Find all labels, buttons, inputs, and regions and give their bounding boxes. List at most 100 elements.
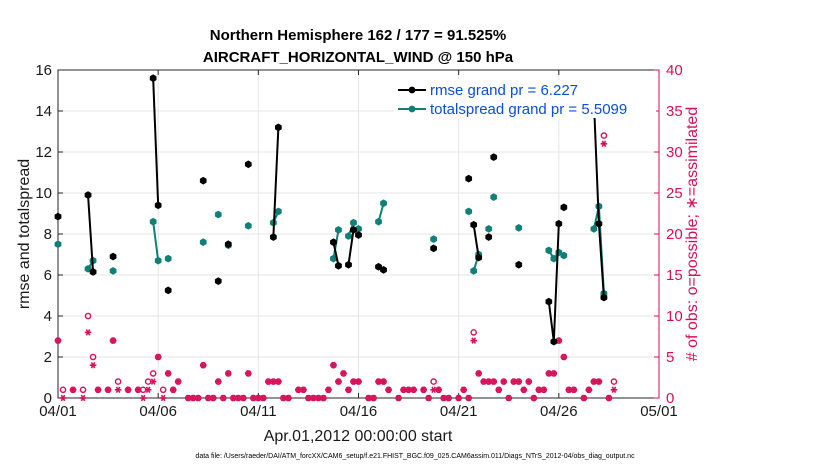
obs-assimilated-marker — [285, 394, 292, 402]
spread-point — [199, 238, 207, 247]
obs-assimilated-stroke — [210, 394, 216, 402]
x-tick-label: 04/21 — [440, 403, 478, 420]
rmse-point — [515, 260, 523, 269]
obs-assimilated-marker — [465, 394, 472, 402]
obs-assimilated-stroke — [341, 370, 346, 377]
obs-assimilated-stroke — [456, 394, 462, 402]
obs-assimilated-marker — [79, 394, 87, 402]
obs-assimilated-marker — [595, 378, 603, 385]
obs-assimilated-marker — [380, 378, 387, 385]
obs-assimilated-stroke — [551, 370, 557, 377]
obs-assimilated-stroke — [606, 394, 612, 402]
obs-assimilated-stroke — [346, 386, 351, 394]
obs-assimilated-marker — [345, 386, 352, 394]
obs-assimilated-stroke — [386, 386, 391, 394]
obs-assimilated-stroke — [170, 386, 176, 394]
obs-assimilated-stroke — [215, 378, 221, 385]
obs-assimilated-marker — [275, 378, 282, 385]
y-right-tick-label: 30 — [666, 144, 683, 161]
obs-assimilated-stroke — [581, 394, 587, 402]
obs-assimilated-marker — [335, 378, 342, 385]
obs-possible-marker — [600, 132, 608, 139]
obs-assimilated-stroke — [356, 378, 361, 385]
obs-assimilated-stroke — [586, 386, 592, 394]
obs-possible-marker — [430, 378, 437, 385]
spread-point — [430, 235, 437, 244]
obs-assimilated-stroke — [250, 394, 256, 402]
obs-possible-marker — [159, 386, 167, 394]
obs-assimilated-stroke — [240, 394, 246, 402]
obs-possible-marker — [470, 329, 477, 336]
rmse-point — [330, 238, 337, 247]
rmse-point — [465, 174, 473, 183]
obs-possible-marker — [114, 378, 122, 385]
obs-assimilated-marker — [325, 386, 332, 394]
obs-assimilated-marker — [214, 378, 222, 385]
rmse-point — [555, 219, 563, 228]
spread-point — [550, 254, 558, 263]
obs-assimilated-stroke — [195, 394, 201, 402]
y-right-tick-label: 0 — [666, 390, 674, 407]
y-tick-label: 6 — [44, 267, 52, 284]
obs-assimilated-stroke — [105, 386, 111, 394]
y-tick-label: 2 — [44, 349, 52, 366]
obs-assimilated-stroke — [366, 394, 371, 402]
rmse-point — [54, 212, 62, 221]
spread-point — [149, 217, 157, 226]
obs-assimilated-stroke — [531, 394, 537, 402]
obs-assimilated-marker — [585, 386, 593, 394]
obs-assimilated-marker — [330, 361, 337, 369]
obs-assimilated-stroke — [296, 386, 301, 394]
obs-assimilated-stroke — [571, 386, 577, 394]
obs-assimilated-stroke — [271, 378, 276, 385]
obs-assimilated-stroke — [526, 378, 532, 385]
spread-point — [154, 256, 162, 265]
rmse-line-segment — [347, 229, 355, 265]
obs-assimilated-stroke — [276, 378, 281, 385]
obs-assimilated-marker — [505, 394, 513, 402]
obs-assimilated-stroke — [406, 386, 411, 394]
obs-assimilated-stroke — [235, 394, 241, 402]
obs-assimilated-marker — [134, 386, 142, 394]
obs-assimilated-marker — [174, 378, 182, 385]
spread-point — [375, 217, 382, 226]
obs-assimilated-stroke — [190, 394, 196, 402]
obs-possible-marker — [84, 312, 92, 320]
rmse-point — [275, 123, 282, 132]
spread-line-segment — [152, 221, 160, 261]
rmse-point — [600, 293, 608, 302]
obs-assimilated-stroke — [481, 378, 487, 385]
rmse-point — [154, 201, 162, 210]
spread-point — [214, 210, 222, 219]
obs-assimilated-stroke — [301, 386, 306, 394]
obs-assimilated-stroke — [476, 370, 482, 377]
spread-point — [350, 218, 357, 227]
x-tick-label: 04/01 — [39, 403, 77, 420]
obs-assimilated-marker — [139, 394, 147, 402]
y-tick-label: 4 — [44, 308, 52, 325]
obs-assimilated-stroke — [471, 337, 477, 344]
obs-assimilated-stroke — [396, 394, 401, 402]
y-right-tick-label: 5 — [666, 349, 674, 366]
obs-assimilated-marker — [605, 394, 613, 402]
spread-point — [485, 224, 493, 233]
obs-possible-marker — [149, 370, 157, 377]
obs-assimilated-marker — [300, 386, 307, 394]
obs-assimilated-stroke — [546, 370, 552, 377]
obs-possible-marker — [610, 378, 618, 385]
obs-assimilated-stroke — [381, 378, 386, 385]
obs-assimilated-stroke — [336, 378, 341, 385]
obs-assimilated-stroke — [421, 386, 426, 394]
obs-assimilated-stroke — [60, 394, 66, 402]
legend: rmse grand pr = 6.227 totalspread grand … — [394, 80, 656, 118]
y-right-tick-label: 20 — [666, 226, 683, 243]
obs-assimilated-stroke — [200, 361, 206, 369]
obs-assimilated-marker — [550, 370, 558, 377]
obs-assimilated-stroke — [160, 394, 166, 402]
obs-assimilated-stroke — [436, 386, 441, 394]
obs-assimilated-stroke — [70, 386, 76, 394]
rmse-line-segment — [332, 241, 340, 266]
obs-assimilated-stroke — [306, 394, 311, 402]
obs-assimilated-stroke — [556, 337, 562, 344]
